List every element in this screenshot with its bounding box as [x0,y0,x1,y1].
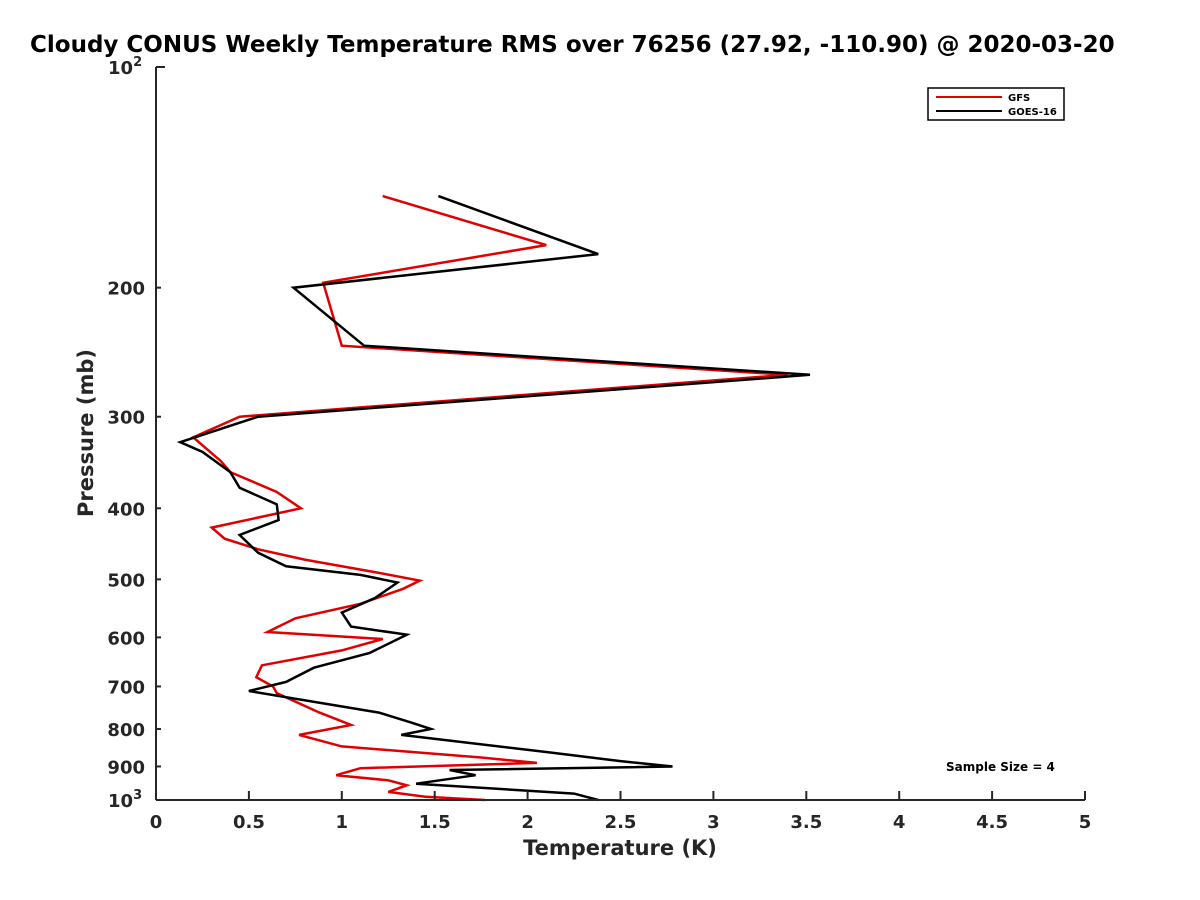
legend-box [927,87,1065,121]
x-axis-label: Temperature (K) [523,836,717,860]
legend-label-goes16: GOES-16 [1008,107,1057,118]
legend-label-gfs: GFS [1008,93,1030,104]
chart-title: Cloudy CONUS Weekly Temperature RMS over… [30,32,1115,58]
y-tick-label: 200 [107,279,145,300]
x-tick-label: 4 [893,812,906,833]
y-tick-label: 500 [107,570,145,591]
x-tick-label: 3 [707,812,720,833]
series-line-goes16 [176,194,811,802]
x-tick-label: 1.5 [419,812,451,833]
x-tick-label: 3.5 [790,812,822,833]
y-tick-label: 900 [107,757,145,778]
series-line-gfs [190,194,788,802]
x-tick-label: 5 [1079,812,1092,833]
x-tick-label: 0.5 [233,812,265,833]
y-axis-label: Pressure (mb) [74,349,98,517]
y-tick-label: 102 [108,55,142,79]
y-tick-label: 300 [107,408,145,429]
plot-area [156,67,1085,800]
axes-layer: 0 0.5 1 1.5 2 2.5 3 3.5 4 4.5 5 200 300 400 500 600 700 8… [107,55,1091,833]
x-tick-label: 0 [150,812,163,833]
y-tick-label: 600 [107,628,145,649]
legend: GFS GOES-16 [927,87,1065,121]
series-layer [176,194,811,802]
y-tick-label: 800 [107,720,145,741]
x-tick-label: 2 [521,812,534,833]
x-tick-label: 1 [336,812,349,833]
x-tick-label: 2.5 [605,812,637,833]
y-tick-label: 700 [107,677,145,698]
sample-size-annotation: Sample Size = 4 [946,760,1055,774]
y-tick-label: 103 [108,788,142,812]
x-tick-label: 4.5 [976,812,1008,833]
y-tick-label: 400 [107,499,145,520]
